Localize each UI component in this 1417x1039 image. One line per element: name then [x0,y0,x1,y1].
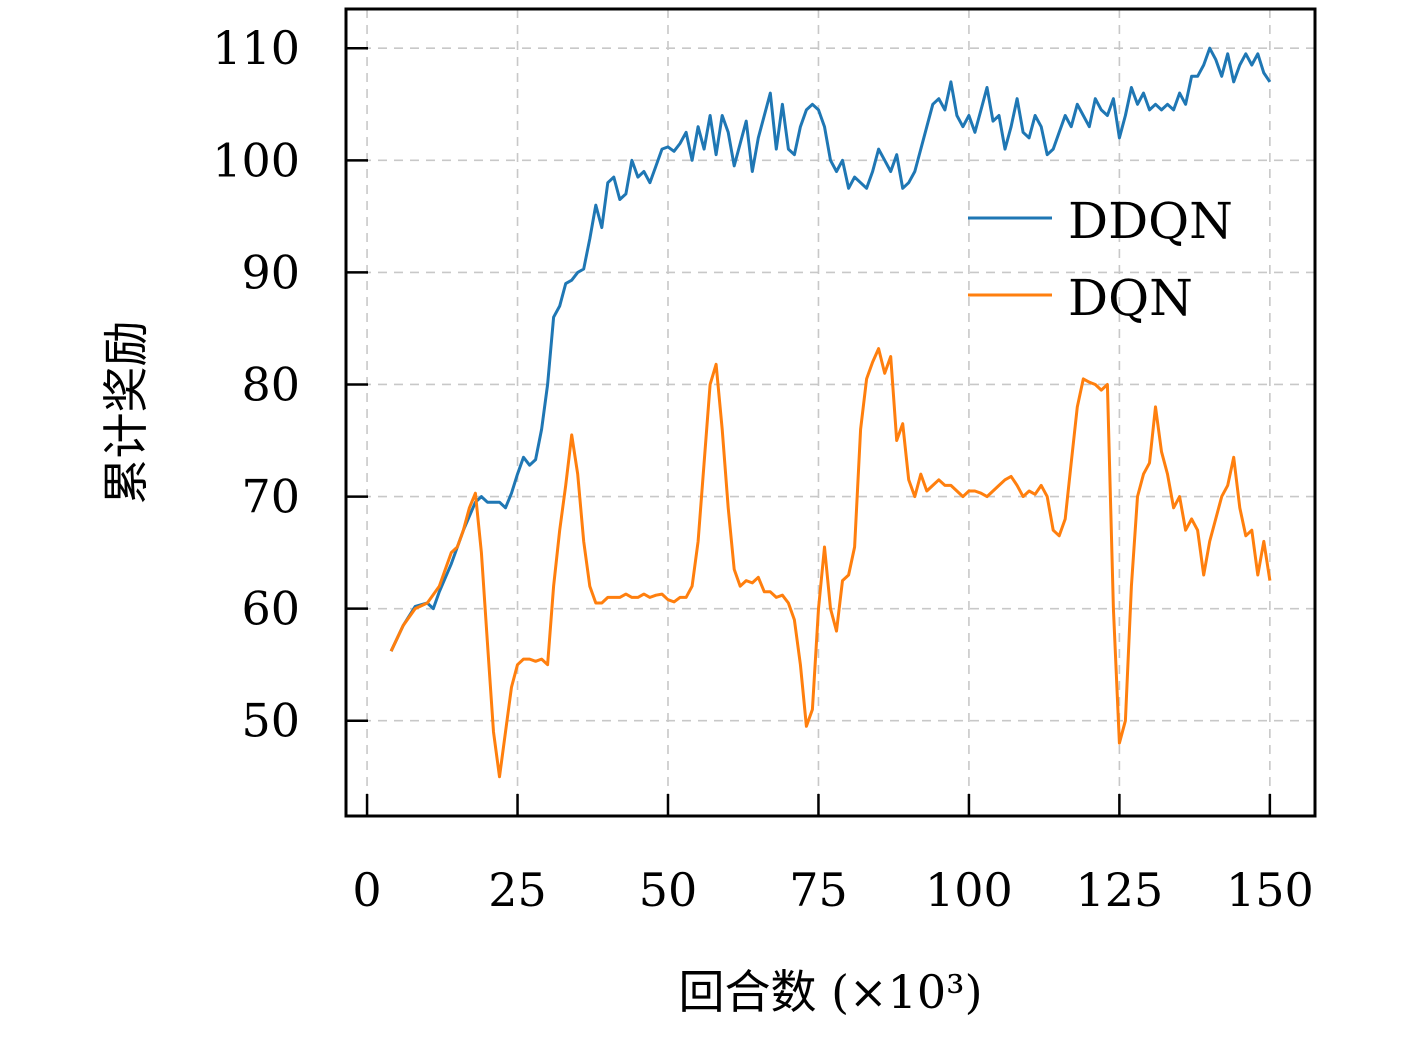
y-tick-label: 80 [241,357,300,411]
y-tick-label: 100 [212,133,300,187]
y-axis-label: 累计奖励 [99,321,153,505]
legend-label: DQN [1068,269,1193,327]
tick-labels: 0 25 50 75 100 125 150 50 60 70 80 90 100 110 [212,21,1314,917]
series-line-dqn [389,347,1272,779]
data-series [389,46,1272,779]
legend-label: DDQN [1068,192,1233,250]
plot-frame [344,7,1317,818]
legend: DDQN DQN [968,192,1233,327]
x-tick-label: 125 [1075,863,1163,917]
series-line-ddqn [389,46,1272,652]
x-tick-label: 50 [639,863,698,917]
y-tick-label: 60 [241,582,300,636]
x-axis-label: 回合数 (×10³) [678,965,982,1019]
x-tick-label: 0 [352,863,381,917]
y-tick-label: 50 [241,694,300,748]
y-tick-label: 90 [241,245,300,299]
axis-ticks [346,46,1272,816]
y-tick-label: 110 [212,21,300,75]
y-tick-label: 70 [241,470,300,524]
x-tick-label: 100 [925,863,1013,917]
x-tick-label: 150 [1226,863,1314,917]
x-tick-label: 75 [789,863,848,917]
x-tick-label: 25 [488,863,547,917]
